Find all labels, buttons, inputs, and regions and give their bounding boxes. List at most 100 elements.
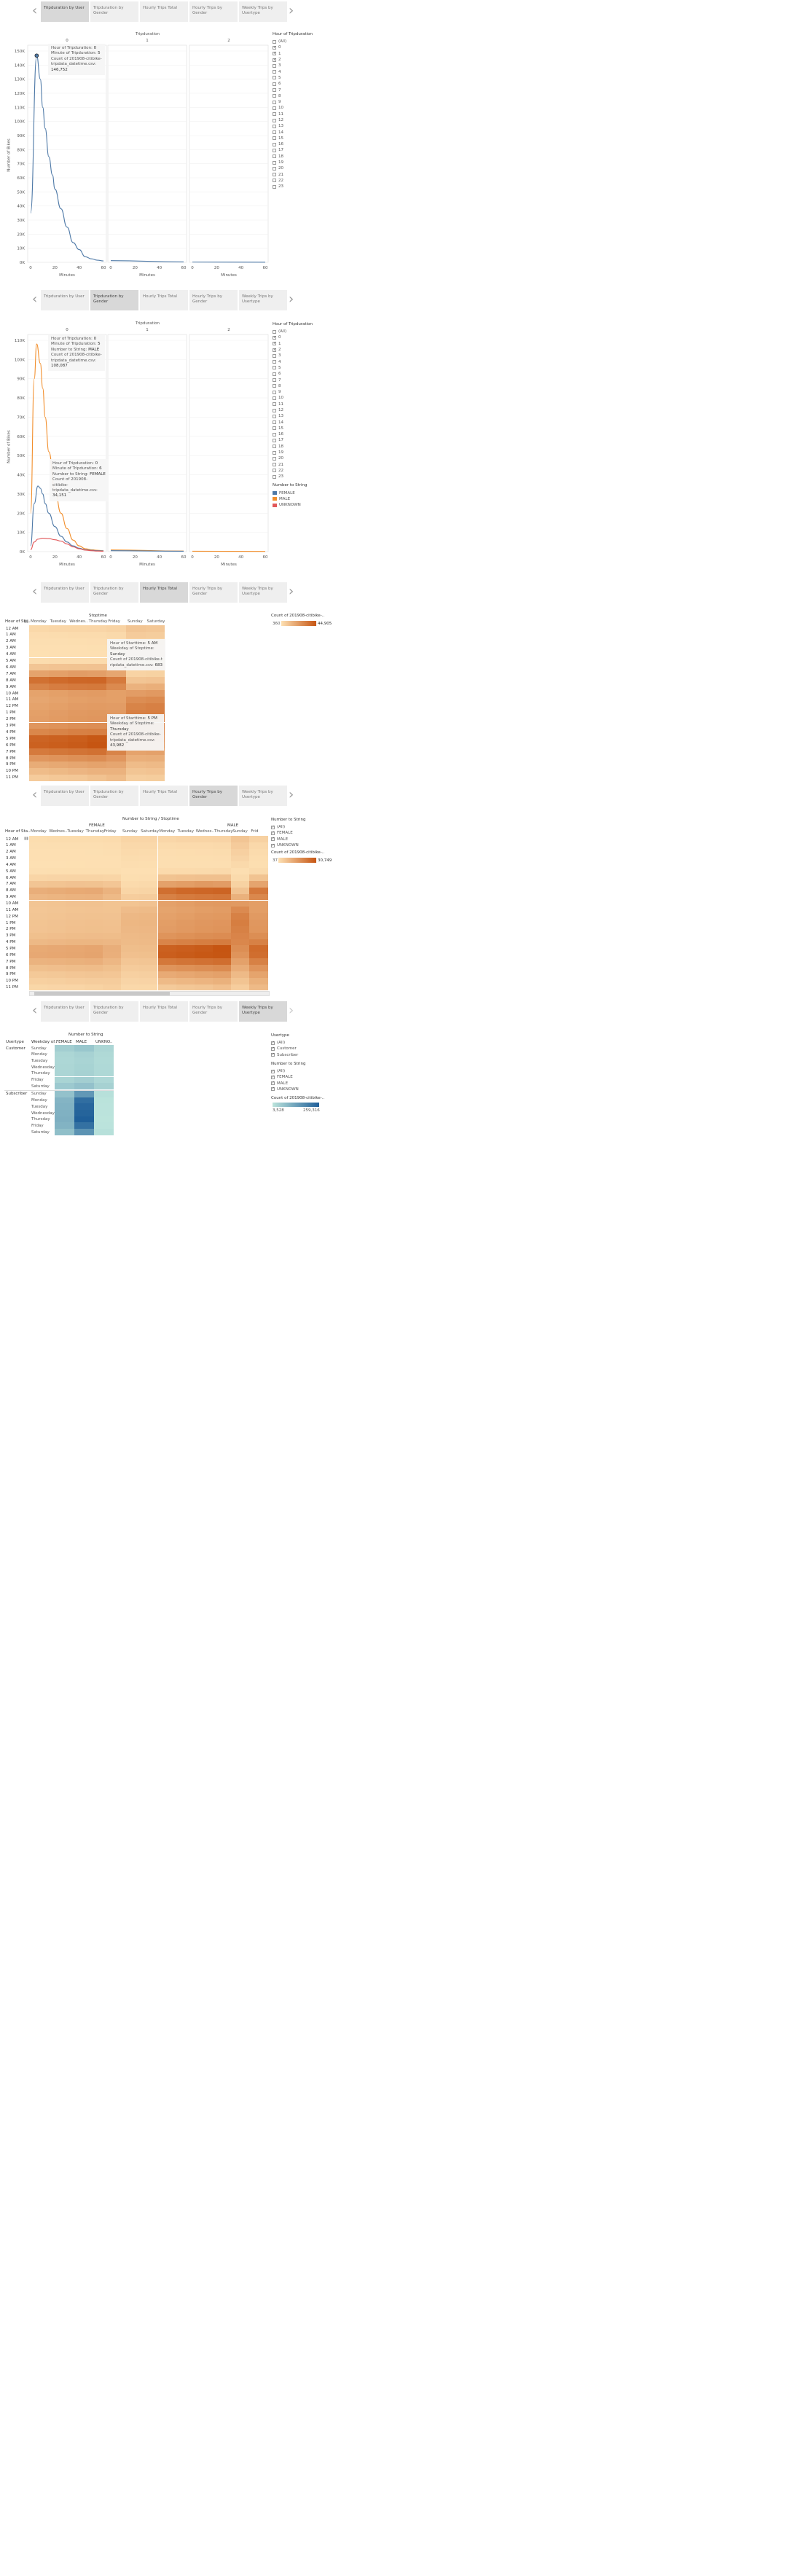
heatmap-cell[interactable] (145, 677, 165, 684)
filter-item[interactable]: (All) (273, 39, 345, 44)
heatmap-cell[interactable] (157, 868, 176, 875)
heatmap-cell[interactable] (55, 1110, 74, 1116)
filter-item[interactable]: 18 (273, 154, 345, 160)
tab-weekly-trips-by-usertype[interactable]: Weekly Trips by Usertype (239, 1001, 287, 1022)
tab-tripduration-by-gender[interactable]: Tripduration by Gender (90, 786, 138, 806)
heatmap-cell[interactable] (29, 657, 49, 665)
heatmap-cell[interactable] (176, 874, 195, 881)
heatmap-cell[interactable] (176, 836, 195, 842)
filter-item[interactable]: 9 (273, 99, 345, 105)
heatmap-cell[interactable] (213, 925, 232, 933)
heatmap-cell[interactable] (94, 1116, 114, 1123)
heatmap-cell[interactable] (157, 907, 176, 914)
heatmap-cell[interactable] (29, 677, 49, 684)
heatmap-cell[interactable] (87, 761, 107, 768)
heatmap-cell[interactable] (74, 1051, 94, 1058)
heatmap-cell[interactable] (68, 774, 87, 781)
heatmap-cell[interactable] (157, 939, 176, 946)
heatmap-cell[interactable] (194, 868, 213, 875)
filter-item[interactable]: ✓ FEMALE (271, 830, 344, 836)
checkbox-icon[interactable] (273, 329, 276, 334)
heatmap-cell[interactable] (176, 900, 195, 907)
heatmap-cell[interactable] (231, 958, 250, 965)
heatmap-cell[interactable] (29, 755, 49, 762)
heatmap-cell[interactable] (55, 1045, 74, 1052)
heatmap-cell[interactable] (157, 913, 176, 920)
heatmap-cell[interactable] (106, 677, 126, 684)
checkbox-icon[interactable] (273, 360, 276, 364)
filter-item[interactable]: ✓ UNKNOWN (271, 842, 344, 848)
heatmap-cell[interactable] (194, 842, 213, 849)
heatmap-cell[interactable] (121, 925, 140, 933)
heatmap-cell[interactable] (145, 625, 165, 632)
heatmap-cell[interactable] (74, 1122, 94, 1130)
heatmap-cell[interactable] (249, 913, 268, 920)
heatmap-cell[interactable] (48, 657, 68, 665)
heatmap-cell[interactable] (47, 925, 66, 933)
heatmap-cell[interactable] (55, 1097, 74, 1104)
tab-tripduration-by-gender[interactable]: Tripduration by Gender (90, 582, 138, 603)
heatmap-cell[interactable] (84, 913, 103, 920)
checkbox-icon[interactable] (273, 136, 276, 141)
heatmap-cell[interactable] (231, 893, 250, 901)
heatmap-cell[interactable] (74, 1064, 94, 1070)
heatmap-cell[interactable] (249, 893, 268, 901)
checkbox-icon[interactable] (273, 184, 276, 189)
filter-item[interactable]: 10 (273, 395, 345, 401)
heatmap-cell[interactable] (249, 861, 268, 869)
heatmap-cell[interactable] (121, 977, 140, 984)
heatmap-cell[interactable] (231, 920, 250, 926)
chevron-left-icon[interactable]: ‹ (32, 3, 38, 18)
heatmap-cell[interactable] (145, 690, 165, 697)
filter-item[interactable]: 22 (273, 468, 345, 474)
heatmap-cell[interactable] (213, 861, 232, 869)
heatmap-cell[interactable] (66, 848, 85, 856)
heatmap-cell[interactable] (55, 1064, 74, 1070)
tab-hourly-trips-total[interactable]: Hourly Trips Total (140, 582, 188, 603)
heatmap-cell[interactable] (48, 735, 68, 743)
filter-item[interactable]: 22 (273, 178, 345, 184)
heatmap-cell[interactable] (66, 861, 85, 869)
heatmap-cell[interactable] (157, 977, 176, 984)
heatmap-cell[interactable] (55, 1057, 74, 1065)
heatmap-cell[interactable] (194, 952, 213, 959)
heatmap-cell[interactable] (48, 690, 68, 697)
heatmap-cell[interactable] (94, 1051, 114, 1058)
heatmap-cell[interactable] (47, 893, 66, 901)
heatmap-cell[interactable] (66, 965, 85, 971)
heatmap-cell[interactable] (145, 709, 165, 716)
heatmap-cell[interactable] (121, 913, 140, 920)
heatmap-cell[interactable] (194, 855, 213, 862)
checkbox-icon[interactable]: ✓ (273, 341, 277, 346)
heatmap-cell[interactable] (87, 684, 107, 690)
tab-hourly-trips-by-gender[interactable]: Hourly Trips by Gender (189, 1001, 238, 1022)
checkbox-icon[interactable] (273, 70, 276, 74)
heatmap-cell[interactable] (249, 900, 268, 907)
chevron-left-icon[interactable]: ‹ (32, 291, 38, 307)
heatmap-cell[interactable] (48, 742, 68, 749)
heatmap-cell[interactable] (176, 855, 195, 862)
heatmap-cell[interactable] (48, 748, 68, 755)
heatmap-cell[interactable] (48, 761, 68, 768)
heatmap-cell[interactable] (29, 742, 49, 749)
heatmap-cell[interactable] (145, 696, 165, 703)
heatmap-cell[interactable] (48, 729, 68, 736)
heatmap-cell[interactable] (29, 971, 48, 978)
tab-hourly-trips-by-gender[interactable]: Hourly Trips by Gender (189, 786, 238, 806)
chevron-right-icon[interactable]: › (289, 291, 294, 307)
heatmap-cell[interactable] (231, 874, 250, 881)
filter-item[interactable]: 3 (273, 353, 345, 359)
heatmap-cell[interactable] (194, 958, 213, 965)
heatmap-cell[interactable] (176, 887, 195, 894)
heatmap-cell[interactable] (139, 893, 158, 901)
checkbox-icon[interactable]: ✓ (271, 842, 275, 847)
filter-item[interactable]: ✓ Subscriber (271, 1052, 344, 1058)
heatmap-cell[interactable] (102, 932, 121, 939)
filter-item[interactable]: 16 (273, 141, 345, 147)
sort-icon[interactable]: ▮▮ (24, 619, 29, 624)
heatmap-cell[interactable] (47, 971, 66, 978)
heatmap-cell[interactable] (84, 971, 103, 978)
filter-item[interactable]: 20 (273, 455, 345, 461)
heatmap-cell[interactable] (126, 748, 146, 755)
heatmap-cell[interactable] (29, 774, 49, 781)
